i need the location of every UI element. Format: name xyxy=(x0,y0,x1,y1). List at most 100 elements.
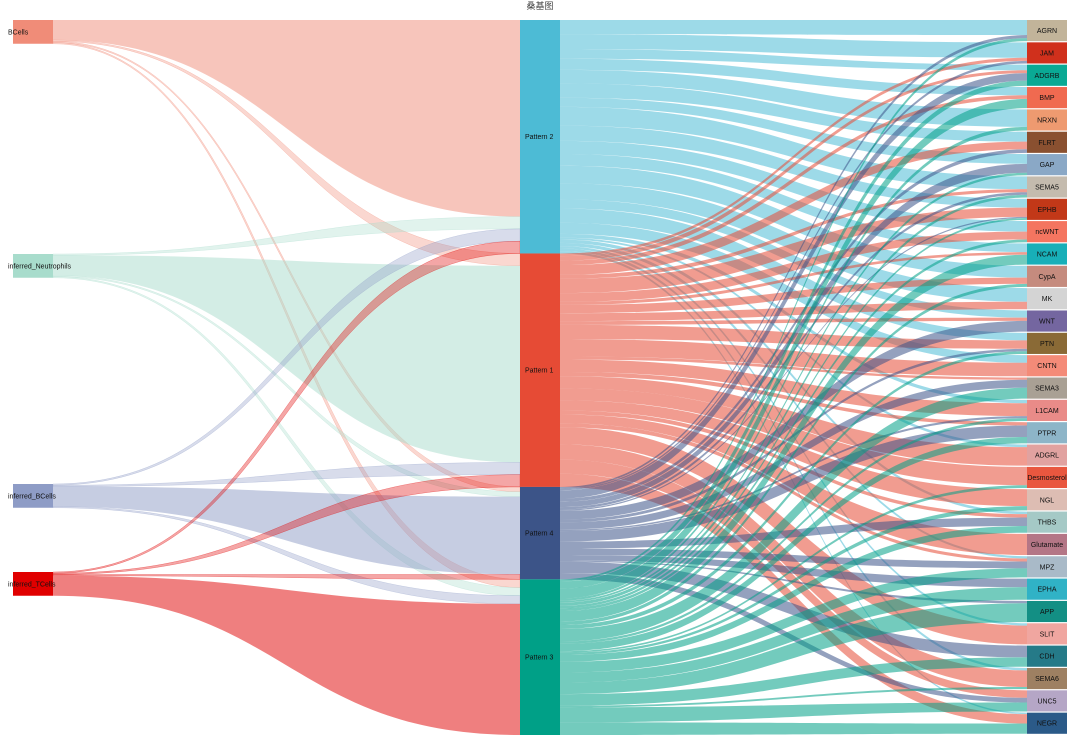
link-pattern-3-to-sema6 xyxy=(560,686,1027,708)
label-agrn: AGRN xyxy=(1037,28,1057,35)
link-pattern-3-to-ptn xyxy=(560,351,1027,629)
link-pattern-4-to-ptpr xyxy=(560,425,1027,542)
node-ncwnt xyxy=(1027,221,1067,243)
node-wnt xyxy=(1027,310,1067,332)
link-pattern-2-to-gap xyxy=(560,97,1027,164)
link-pattern-2-to-ptn xyxy=(560,208,1027,341)
label-jam: JAM xyxy=(1040,50,1054,57)
link-pattern-3-to-gap xyxy=(560,172,1027,603)
label-cypa: CypA xyxy=(1038,274,1055,281)
node-gap xyxy=(1027,154,1067,176)
label-nrxn: NRXN xyxy=(1037,117,1057,124)
link-pattern-3-to-negr xyxy=(560,722,1027,735)
link-pattern-3-to-thbs xyxy=(560,526,1027,662)
link-pattern-2-to-sema6 xyxy=(560,248,1027,671)
link-inferred-neutrophils-to-pattern-1 xyxy=(53,255,520,463)
node-mk xyxy=(1027,288,1067,310)
link-pattern-1-to-jam xyxy=(560,57,1027,257)
node-desmosterol xyxy=(1027,466,1067,489)
node-glutamate xyxy=(1027,533,1067,556)
node-nrxn xyxy=(1027,109,1067,131)
link-pattern-3-to-cdh xyxy=(560,657,1027,706)
link-pattern-4-to-adgrb xyxy=(560,73,1027,499)
link-pattern-1-to-sema5 xyxy=(560,189,1027,279)
label-cntn: CNTN xyxy=(1037,363,1056,370)
node-bmp xyxy=(1027,87,1067,109)
link-pattern-3-to-desmosterol xyxy=(560,485,1027,653)
label-sema3: SEMA3 xyxy=(1035,386,1059,393)
node-pattern-4 xyxy=(520,486,560,580)
node-sema6 xyxy=(1027,667,1067,690)
node-ptn xyxy=(1027,332,1067,354)
link-pattern-2-to-jam xyxy=(560,34,1027,58)
link-pattern-1-to-thbs xyxy=(560,410,1027,518)
link-pattern-2-to-nrxn xyxy=(560,69,1027,127)
label-gap: GAP xyxy=(1040,162,1055,169)
link-pattern-1-to-negr xyxy=(560,473,1027,724)
node-pattern-1 xyxy=(520,253,560,487)
link-pattern-3-to-l1cam xyxy=(560,418,1027,644)
link-pattern-4-to-mpz xyxy=(560,548,1027,569)
label-mpz: MPZ xyxy=(1040,564,1056,571)
label-sema5: SEMA5 xyxy=(1035,184,1059,191)
label-epha: EPHA xyxy=(1037,587,1056,594)
link-bcells-to-pattern-2 xyxy=(53,20,520,217)
link-pattern-3-to-epha xyxy=(560,587,1027,683)
chart-title: 桑基图 xyxy=(526,1,554,11)
link-pattern-1-to-wnt xyxy=(560,317,1027,325)
label-sema6: SEMA6 xyxy=(1035,676,1059,683)
link-pattern-3-to-ptpr xyxy=(560,436,1027,652)
link-pattern-3-to-bmp xyxy=(560,98,1027,599)
link-pattern-1-to-ephb xyxy=(560,207,1027,294)
label-ngl: NGL xyxy=(1040,497,1055,504)
link-pattern-3-to-sema5 xyxy=(560,194,1027,606)
node-ncam xyxy=(1027,243,1067,265)
node-epha xyxy=(1027,578,1067,600)
link-pattern-3-to-nrxn xyxy=(560,126,1027,601)
link-pattern-2-to-ncwnt xyxy=(560,140,1027,232)
node-slit xyxy=(1027,623,1067,645)
link-pattern-2-to-flrt xyxy=(560,83,1027,142)
node-cdh xyxy=(1027,645,1067,667)
link-pattern-3-to-ngl xyxy=(560,506,1027,656)
link-pattern-4-to-flrt xyxy=(560,149,1027,502)
node-ephb xyxy=(1027,198,1067,220)
node-adgrl xyxy=(1027,444,1067,466)
link-pattern-2-to-bmp xyxy=(560,58,1027,96)
link-pattern-3-to-mpz xyxy=(560,568,1027,673)
label-unc5: UNC5 xyxy=(1037,698,1056,705)
link-pattern-1-to-ncwnt xyxy=(560,231,1027,302)
label-glutamate: Glutamate xyxy=(1031,542,1063,549)
node-unc5 xyxy=(1027,690,1067,712)
label-cdh: CDH xyxy=(1039,654,1054,661)
link-pattern-4-to-jam xyxy=(560,60,1027,491)
nodes xyxy=(13,20,1067,735)
node-negr xyxy=(1027,712,1067,734)
link-pattern-4-to-cdh xyxy=(560,561,1027,658)
label-bmp: BMP xyxy=(1039,95,1055,102)
label-inferred-neutrophils: inferred_Neutrophils xyxy=(8,263,72,270)
node-pattern-3 xyxy=(520,579,560,735)
label-pattern-3: Pattern 3 xyxy=(525,655,554,662)
link-pattern-3-to-app xyxy=(560,603,1027,695)
label-ptpr: PTPR xyxy=(1038,430,1057,437)
label-inferred-bcells: inferred_BCells xyxy=(8,493,56,500)
link-pattern-2-to-ncam xyxy=(560,154,1027,253)
node-flrt xyxy=(1027,131,1067,153)
label-adgrl: ADGRL xyxy=(1035,453,1059,460)
node-thbs xyxy=(1027,511,1067,533)
node-agrn xyxy=(1027,20,1067,42)
label-mk: MK xyxy=(1042,296,1053,303)
link-pattern-3-to-agrn xyxy=(560,38,1027,582)
label-slit: SLIT xyxy=(1040,631,1056,638)
node-sema3 xyxy=(1027,377,1067,399)
label-bcells: BCells xyxy=(8,29,29,36)
link-pattern-1-to-ncam xyxy=(560,252,1027,305)
link-pattern-2-to-sema5 xyxy=(560,106,1027,190)
label-app: APP xyxy=(1040,609,1054,616)
node-ngl xyxy=(1027,489,1067,511)
label-inferred-tcells: inferred_TCells xyxy=(8,581,56,588)
label-ncwnt: ncWNT xyxy=(1035,229,1059,236)
node-inferred-tcells xyxy=(13,572,53,596)
